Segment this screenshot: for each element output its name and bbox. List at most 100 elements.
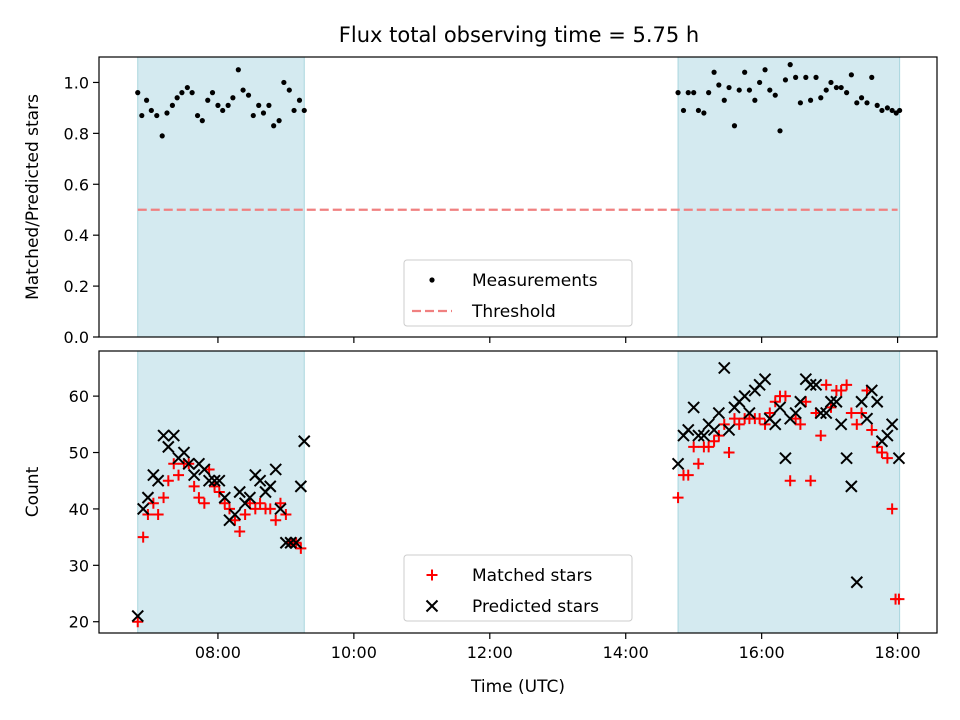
measurement-point <box>174 95 180 101</box>
predicted-star-point <box>213 474 226 487</box>
legend-label: Threshold <box>471 302 556 322</box>
predicted-star-point <box>269 463 282 476</box>
legend-frame <box>403 259 633 327</box>
predicted-star-point <box>824 395 838 408</box>
measurement-point <box>143 97 150 103</box>
measurement-point <box>803 74 809 80</box>
bottom-panel-counts: 20 30 40 50 60 08:00 10:00 12:00 14:00 16:00 18:0… <box>23 350 938 697</box>
measurement-point <box>757 79 763 86</box>
measurement-point <box>879 107 885 114</box>
predicted-star-point <box>167 429 180 442</box>
measurement-point <box>848 72 854 78</box>
matched-star-point <box>270 514 282 526</box>
matched-star-point <box>173 469 185 481</box>
predicted-star-point <box>743 406 756 420</box>
measurement-point <box>189 90 195 96</box>
measurement-point <box>869 74 875 80</box>
measurement-point <box>767 87 773 93</box>
x-axis-label: Time (UTC) <box>470 677 565 697</box>
predicted-star-point <box>289 536 303 549</box>
predicted-star-point <box>671 457 685 471</box>
predicted-star-point <box>892 451 906 465</box>
predicted-star-point <box>804 378 817 392</box>
measurement-point <box>864 100 870 106</box>
predicted-star-point <box>243 491 257 504</box>
measurement-point <box>726 84 732 91</box>
measurement-point <box>844 90 850 96</box>
x-tick-label: 14:00 <box>603 643 649 662</box>
predicted-star-point <box>769 418 782 431</box>
measurement-point <box>752 97 758 103</box>
legend-marker-matched <box>426 569 438 581</box>
predicted-star-point <box>162 440 175 454</box>
predicted-star-point <box>136 502 150 516</box>
top-data-marks <box>135 62 903 211</box>
observing-window-1 <box>677 56 901 338</box>
measurement-point <box>139 112 145 119</box>
matched-star-point <box>158 492 170 504</box>
predicted-star-point <box>228 508 242 521</box>
top-observing-windows <box>137 56 901 338</box>
predicted-star-point <box>814 406 827 420</box>
measurement-point <box>159 133 165 139</box>
measurement-point <box>721 97 727 103</box>
legend-marker-predicted <box>425 599 439 613</box>
matched-star-point <box>198 497 210 509</box>
measurement-point <box>706 90 712 96</box>
matched-star-point <box>820 379 832 391</box>
bottom-x-ticks: 08:00 10:00 12:00 14:00 16:00 18:00 <box>195 633 921 662</box>
matched-star-point <box>188 480 200 492</box>
matched-star-point <box>866 424 878 436</box>
predicted-star-point <box>840 451 853 465</box>
matched-star-point <box>137 531 149 543</box>
matched-star-point <box>219 497 231 509</box>
measurement-point <box>685 90 691 96</box>
measurement-point <box>777 128 783 134</box>
measurement-point <box>164 110 170 116</box>
measurement-point <box>695 107 702 114</box>
matched-star-point <box>779 390 791 402</box>
bottom-y-axis-label: Count <box>23 466 43 517</box>
legend-label: Predicted stars <box>472 597 599 617</box>
matched-star-point <box>223 503 235 515</box>
chart-title: Flux total observing time = 5.75 h <box>339 23 699 47</box>
measurement-point <box>838 84 844 91</box>
predicted-star-point <box>712 406 726 420</box>
measurement-point <box>818 95 824 101</box>
matched-star-point <box>274 497 286 509</box>
measurement-point <box>250 112 256 119</box>
y-tick-label: 1.0 <box>64 73 89 92</box>
measurement-point <box>874 102 880 108</box>
measurement-point <box>787 62 793 68</box>
measurement-point <box>772 92 778 98</box>
observing-window-0 <box>137 56 305 338</box>
bottom-data-marks <box>131 361 906 628</box>
measurement-point <box>245 92 252 98</box>
predicted-star-point <box>157 429 170 442</box>
x-tick-label: 16:00 <box>739 643 785 662</box>
measurement-point <box>194 112 201 119</box>
measurement-point <box>731 123 738 129</box>
measurement-point <box>230 95 236 101</box>
observing-window-1 <box>677 350 901 634</box>
predicted-star-point <box>208 474 221 487</box>
measurement-point <box>215 102 221 108</box>
matched-star-point <box>234 525 246 537</box>
measurement-point <box>179 90 185 96</box>
predicted-star-point <box>834 418 848 431</box>
x-tick-label: 08:00 <box>195 643 241 662</box>
bottom-legend: Matched stars Predicted stars <box>403 554 633 622</box>
matched-star-point <box>672 492 684 504</box>
measurement-point <box>884 105 890 111</box>
predicted-star-point <box>820 406 833 420</box>
predicted-star-point <box>738 389 751 403</box>
matched-star-point <box>733 418 745 430</box>
measurement-point <box>225 102 231 108</box>
measurement-point <box>793 74 799 80</box>
measurement-point <box>199 118 205 124</box>
measurement-point <box>184 84 190 91</box>
predicted-star-point <box>218 491 231 504</box>
predicted-star-point <box>692 429 705 442</box>
measurement-point <box>813 74 819 80</box>
